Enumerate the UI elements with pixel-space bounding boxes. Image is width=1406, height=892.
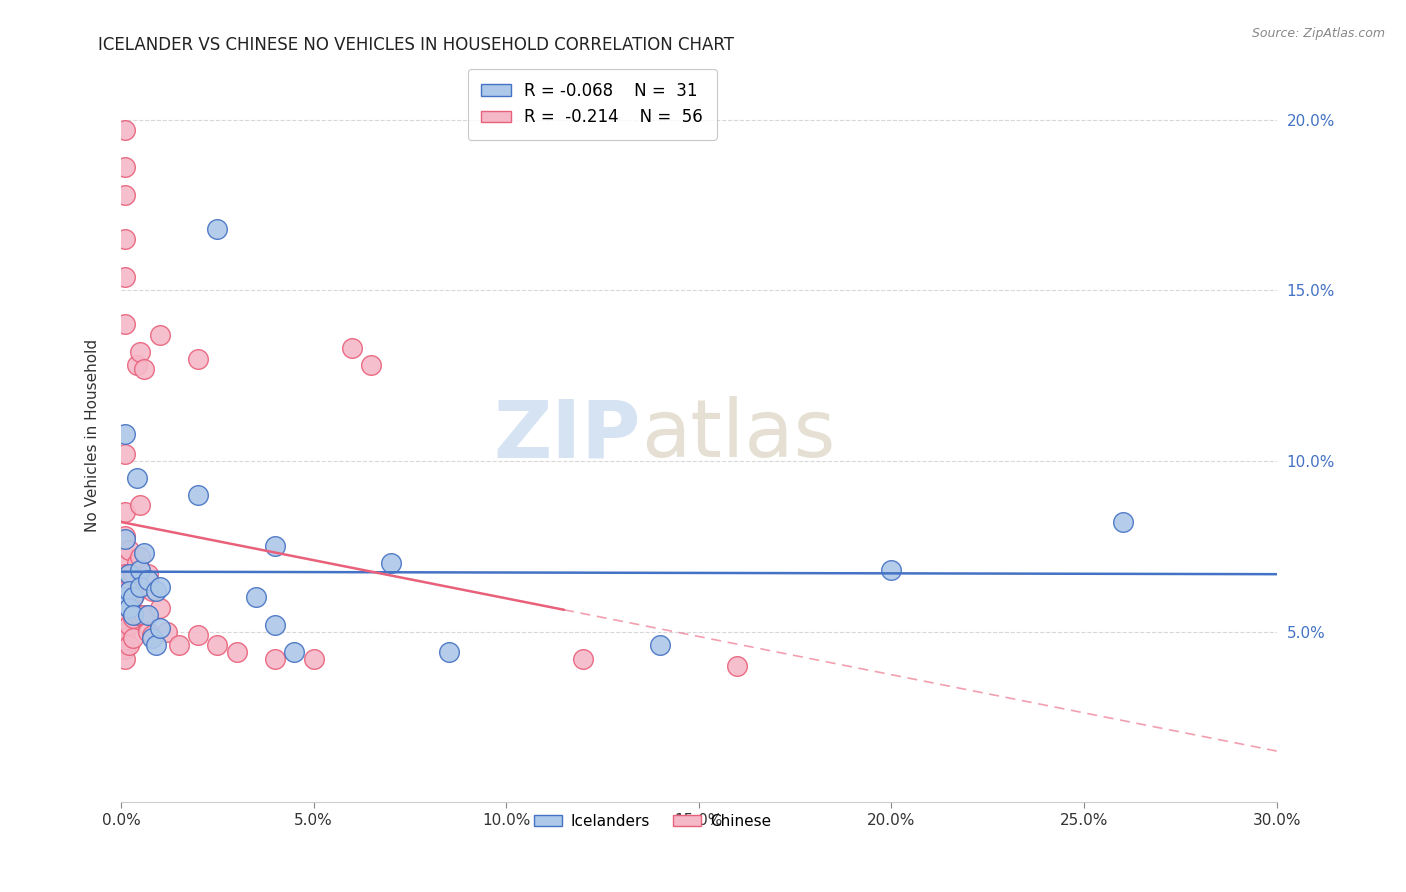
Point	[114, 621, 136, 635]
Point	[136, 566, 159, 581]
Point	[125, 607, 148, 622]
Point	[141, 632, 163, 646]
Point	[302, 652, 325, 666]
Point	[114, 161, 136, 175]
Point	[264, 539, 287, 553]
Point	[149, 600, 172, 615]
Text: atlas: atlas	[641, 396, 835, 475]
Point	[187, 488, 209, 502]
Point	[264, 652, 287, 666]
Point	[141, 628, 163, 642]
Point	[156, 624, 179, 639]
Point	[114, 123, 136, 137]
Text: Source: ZipAtlas.com: Source: ZipAtlas.com	[1251, 27, 1385, 40]
Point	[125, 583, 148, 598]
Point	[121, 591, 143, 605]
Point	[125, 557, 148, 571]
Point	[114, 652, 136, 666]
Point	[129, 580, 152, 594]
Point	[283, 645, 305, 659]
Point	[114, 187, 136, 202]
Text: ICELANDER VS CHINESE NO VEHICLES IN HOUSEHOLD CORRELATION CHART: ICELANDER VS CHINESE NO VEHICLES IN HOUS…	[98, 36, 734, 54]
Point	[129, 344, 152, 359]
Point	[207, 638, 229, 652]
Point	[264, 617, 287, 632]
Point	[134, 546, 156, 560]
Point	[114, 566, 136, 581]
Point	[118, 566, 141, 581]
Point	[114, 549, 136, 564]
Point	[121, 632, 143, 646]
Y-axis label: No Vehicles in Household: No Vehicles in Household	[86, 339, 100, 532]
Point	[149, 621, 172, 635]
Point	[118, 583, 141, 598]
Point	[145, 638, 167, 652]
Point	[129, 563, 152, 577]
Point	[187, 351, 209, 366]
Point	[114, 591, 136, 605]
Legend: Icelanders, Chinese: Icelanders, Chinese	[529, 808, 778, 835]
Point	[245, 591, 267, 605]
Point	[129, 607, 152, 622]
Point	[121, 611, 143, 625]
Point	[114, 505, 136, 519]
Point	[114, 632, 136, 646]
Point	[114, 641, 136, 656]
Point	[118, 638, 141, 652]
Point	[121, 591, 143, 605]
Point	[437, 645, 460, 659]
Point	[118, 600, 141, 615]
Point	[114, 232, 136, 246]
Point	[136, 607, 159, 622]
Point	[121, 566, 143, 581]
Point	[342, 342, 364, 356]
Point	[114, 583, 136, 598]
Point	[167, 638, 190, 652]
Point	[880, 563, 903, 577]
Point	[725, 658, 748, 673]
Point	[360, 359, 382, 373]
Point	[141, 583, 163, 598]
Point	[118, 600, 141, 615]
Point	[650, 638, 672, 652]
Point	[145, 583, 167, 598]
Point	[114, 529, 136, 543]
Point	[207, 222, 229, 236]
Point	[118, 566, 141, 581]
Point	[114, 318, 136, 332]
Point	[149, 580, 172, 594]
Point	[136, 624, 159, 639]
Point	[114, 597, 136, 611]
Point	[225, 645, 247, 659]
Point	[114, 426, 136, 441]
Point	[125, 359, 148, 373]
Point	[1111, 516, 1133, 530]
Point	[572, 652, 595, 666]
Point	[118, 583, 141, 598]
Point	[129, 549, 152, 564]
Point	[118, 617, 141, 632]
Point	[121, 607, 143, 622]
Point	[187, 628, 209, 642]
Point	[118, 542, 141, 557]
Point	[380, 557, 402, 571]
Point	[114, 607, 136, 622]
Point	[129, 499, 152, 513]
Point	[114, 447, 136, 461]
Point	[136, 574, 159, 588]
Point	[114, 597, 136, 611]
Point	[134, 607, 156, 622]
Point	[125, 471, 148, 485]
Point	[114, 269, 136, 284]
Text: ZIP: ZIP	[494, 396, 641, 475]
Point	[114, 533, 136, 547]
Point	[149, 327, 172, 342]
Point	[134, 362, 156, 376]
